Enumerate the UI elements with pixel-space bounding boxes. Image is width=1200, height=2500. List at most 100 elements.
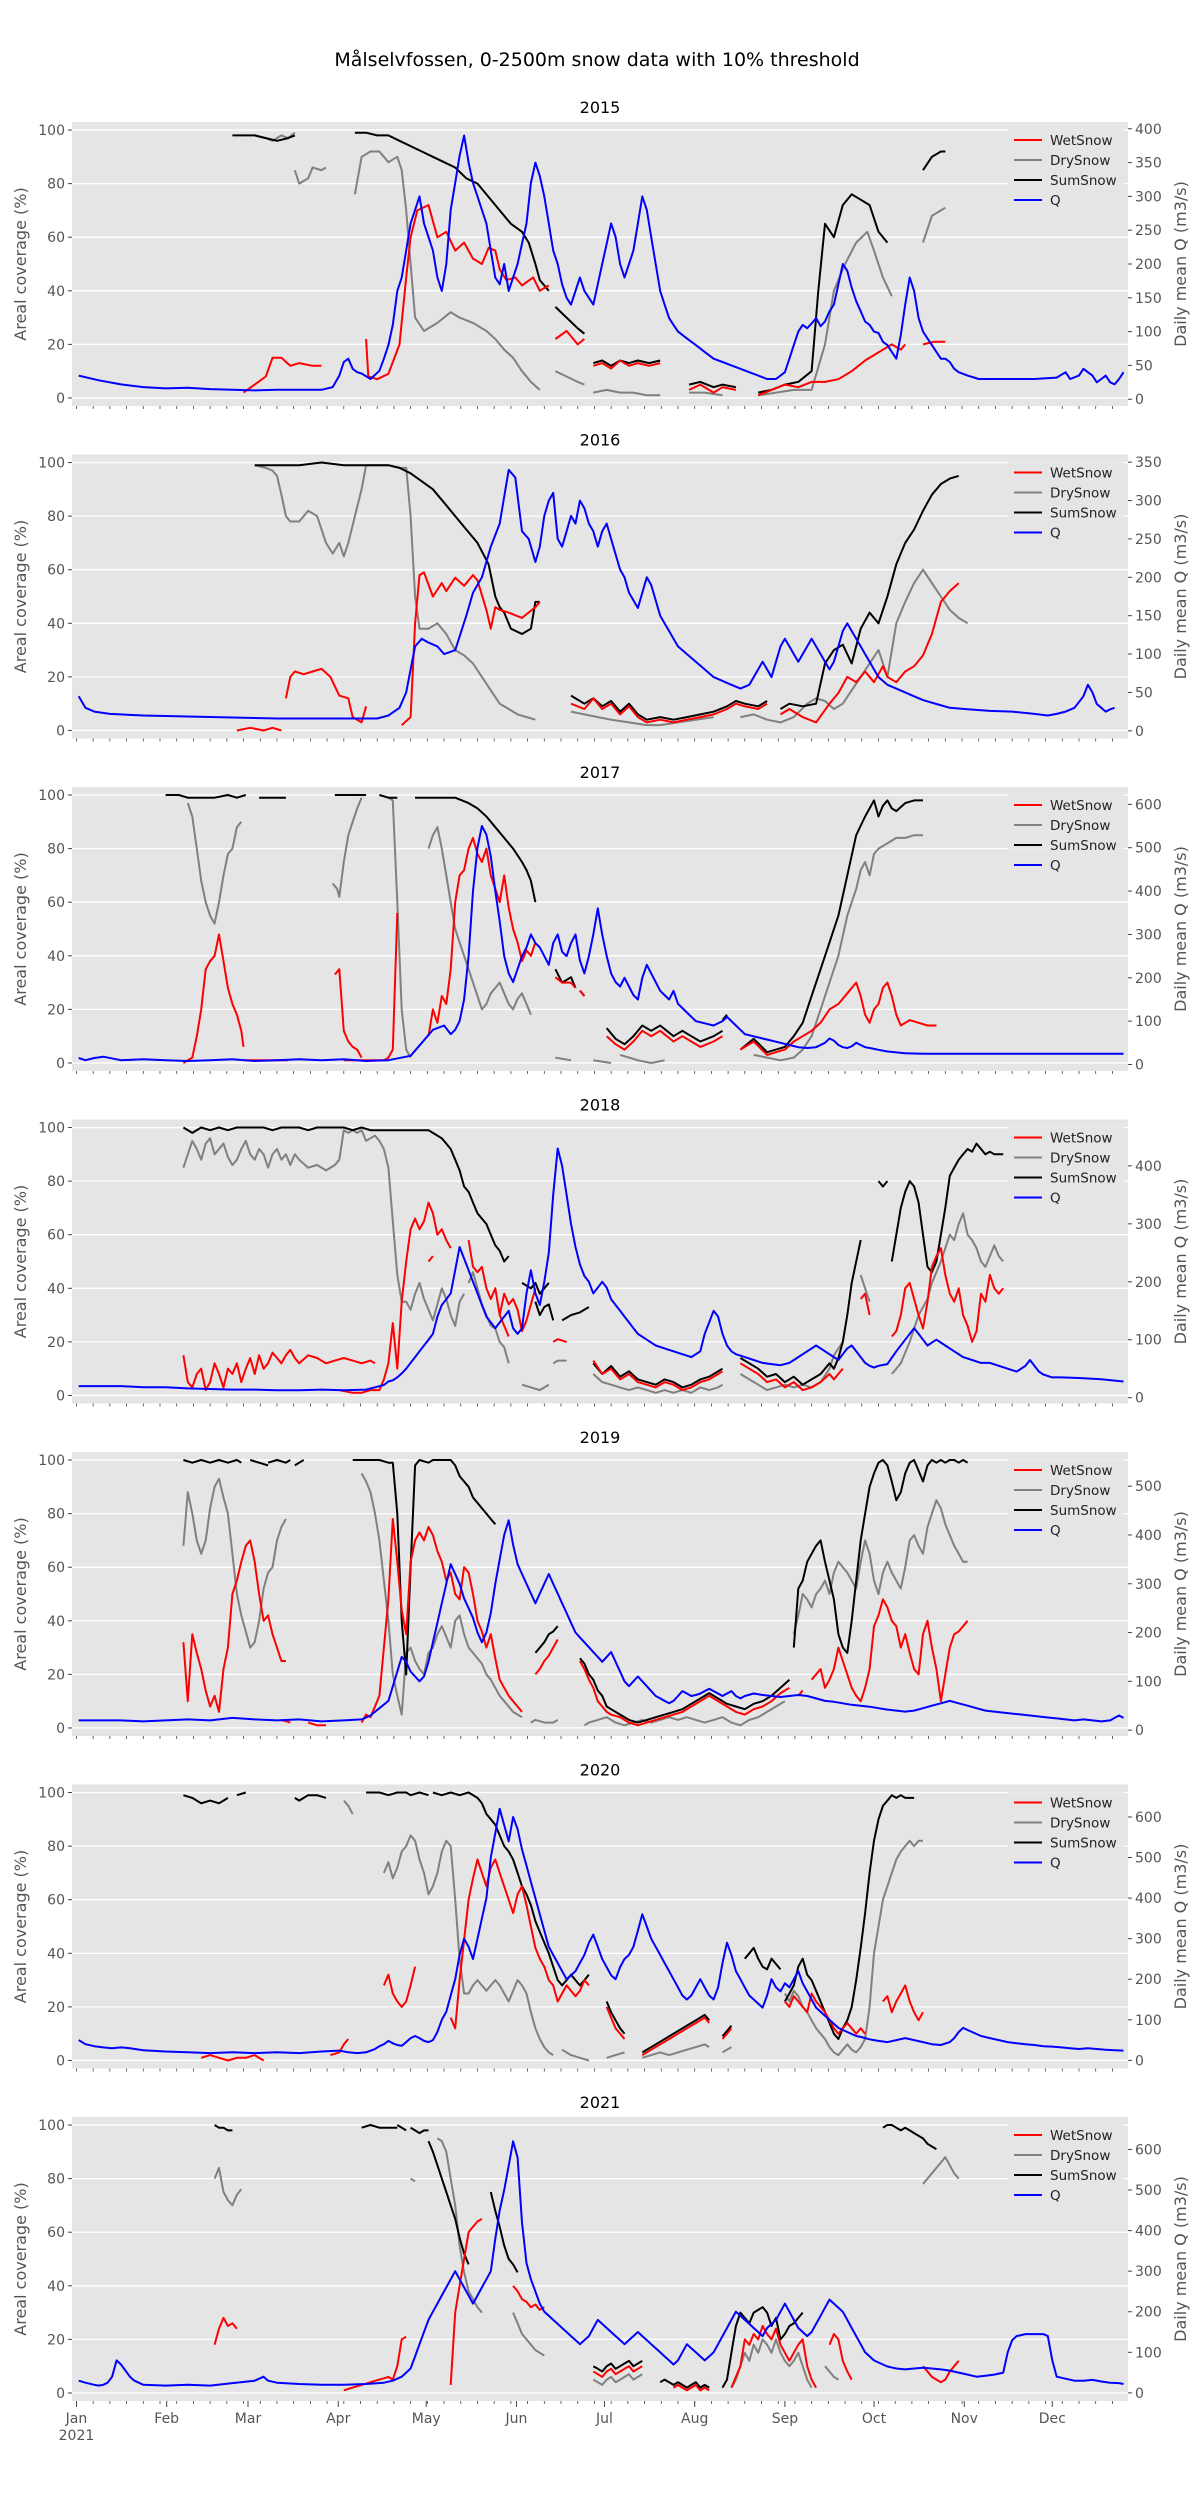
- legend-label: Q: [1050, 858, 1061, 874]
- x-tick-label: Aug: [681, 2411, 708, 2427]
- series-line-wetsnow: [449, 1858, 590, 2030]
- series-line-drysnow: [552, 1359, 567, 1365]
- series-line-drysnow: [891, 1212, 1004, 1375]
- y-axis-label: Areal coverage (%): [11, 187, 30, 340]
- series-line-wetsnow: [554, 330, 586, 346]
- series-line-drysnow: [593, 1059, 612, 1064]
- y2-tick-label: 100: [1135, 2345, 1162, 2361]
- series-line-sumsnow: [415, 796, 537, 903]
- chart-panel-2021: 0 20 40 60 80 100 0 100 200 300 400 500 600 Areal cov…: [11, 2093, 1190, 2444]
- series-line-wetsnow: [182, 933, 245, 1064]
- series-line-sumsnow: [659, 2378, 710, 2389]
- y2-tick-label: 200: [1135, 570, 1162, 586]
- legend-label: Q: [1050, 2188, 1061, 2204]
- series-line-wetsnow: [242, 356, 322, 394]
- y2-tick-label: 300: [1135, 927, 1162, 943]
- x-tick-label: Apr: [326, 2411, 350, 2427]
- y2-tick-label: 500: [1135, 2183, 1162, 2199]
- series-line-sumsnow: [593, 359, 661, 367]
- y2-tick-label: 500: [1135, 841, 1162, 857]
- series-line-wetsnow: [360, 1518, 523, 1724]
- y-tick-label: 60: [47, 230, 65, 246]
- y-tick-label: 40: [47, 284, 65, 300]
- y-tick-label: 0: [56, 391, 65, 407]
- plot-area: [72, 2117, 1128, 2401]
- series-line-wetsnow: [182, 1348, 376, 1392]
- legend-label: WetSnow: [1050, 133, 1113, 149]
- series-line-wetsnow: [891, 1247, 1004, 1343]
- series-line-wetsnow: [200, 2054, 265, 2062]
- y-tick-label: 80: [47, 177, 65, 193]
- plot-area: [72, 1452, 1128, 1736]
- y2-tick-label: 300: [1135, 2264, 1162, 2280]
- series-line-wetsnow: [810, 1598, 969, 1703]
- series-line-sumsnow: [183, 1794, 229, 1805]
- series-line-wetsnow: [593, 359, 661, 370]
- y-tick-label: 100: [38, 456, 65, 472]
- chart-panel-2019: 0 20 40 60 80 100 0 100 200 300 400 500 Areal covera…: [11, 1428, 1190, 1739]
- series-line-sumsnow: [254, 461, 540, 635]
- plot-area: [72, 122, 1128, 406]
- series-line-drysnow: [521, 1383, 550, 1392]
- plot-area: [72, 1119, 1128, 1404]
- series-line-sumsnow: [592, 2359, 643, 2373]
- series-line-wetsnow: [688, 383, 737, 394]
- panel-title: 2021: [580, 2093, 621, 2112]
- y2-tick-label: 150: [1135, 291, 1162, 307]
- series-line-wetsnow: [605, 2006, 626, 2040]
- series-line-wetsnow: [757, 343, 906, 397]
- y2-tick-label: 500: [1135, 1851, 1162, 1867]
- series-line-sumsnow: [294, 1794, 327, 1802]
- series-line-drysnow: [427, 826, 532, 1016]
- y-tick-label: 20: [47, 1335, 65, 1351]
- series-line-drysnow: [182, 1129, 465, 1327]
- legend-label: DrySnow: [1050, 486, 1110, 502]
- legend-label: WetSnow: [1050, 1463, 1113, 1479]
- chart-panel-2020: 0 20 40 60 80 100 0 100 200 300 400 500 600 Areal cov…: [11, 1761, 1190, 2072]
- series-line-q: [77, 468, 1115, 720]
- series-line-wetsnow: [554, 976, 577, 989]
- series-line-drysnow: [293, 166, 327, 185]
- series-line-wetsnow: [236, 726, 282, 732]
- series-line-drysnow: [512, 2312, 545, 2357]
- series-line-wetsnow: [922, 340, 946, 346]
- series-line-drysnow: [824, 2365, 839, 2381]
- legend-label: WetSnow: [1050, 1131, 1113, 1147]
- y-axis-label: Areal coverage (%): [11, 1850, 30, 2003]
- legend-label: DrySnow: [1050, 1483, 1110, 1499]
- series-line-drysnow: [784, 1839, 923, 2057]
- y2-tick-label: 0: [1135, 392, 1144, 408]
- series-line-drysnow: [410, 2177, 416, 2183]
- series-line-sumsnow: [739, 1239, 862, 1386]
- x-tick-label: Jul: [595, 2411, 613, 2427]
- series-line-sumsnow: [570, 694, 768, 721]
- series-line-drysnow: [554, 370, 585, 386]
- series-line-drysnow: [922, 206, 946, 243]
- series-line-drysnow: [570, 710, 714, 727]
- y2-axis-label: Daily mean Q (m3/s): [1171, 181, 1190, 347]
- plot-area: [72, 787, 1128, 1071]
- y-tick-label: 20: [47, 1002, 65, 1018]
- series-line-sumsnow: [366, 1791, 389, 1797]
- series-line-sumsnow: [877, 1180, 889, 1188]
- y-tick-label: 60: [47, 1893, 65, 1909]
- series-line-wetsnow: [467, 1239, 537, 1333]
- series-line-sumsnow: [882, 2124, 937, 2151]
- series-line-wetsnow: [739, 1362, 844, 1392]
- series-line-wetsnow: [606, 1029, 724, 1051]
- series-line-drysnow: [530, 1718, 559, 1724]
- legend-label: Q: [1050, 1191, 1061, 1207]
- series-line-q: [78, 1519, 1124, 1723]
- series-line-drysnow: [343, 1799, 354, 1815]
- series-line-wetsnow: [579, 1660, 790, 1727]
- y2-tick-label: 100: [1135, 1014, 1162, 1030]
- y-tick-label: 0: [56, 723, 65, 739]
- y2-tick-label: 600: [1135, 797, 1162, 813]
- series-line-wetsnow: [721, 2027, 733, 2040]
- series-line-drysnow: [592, 1373, 724, 1394]
- legend-label: DrySnow: [1050, 153, 1110, 169]
- x-tick-label: Feb: [154, 2411, 179, 2427]
- y-tick-label: 40: [47, 1614, 65, 1630]
- plot-area: [72, 1784, 1128, 2069]
